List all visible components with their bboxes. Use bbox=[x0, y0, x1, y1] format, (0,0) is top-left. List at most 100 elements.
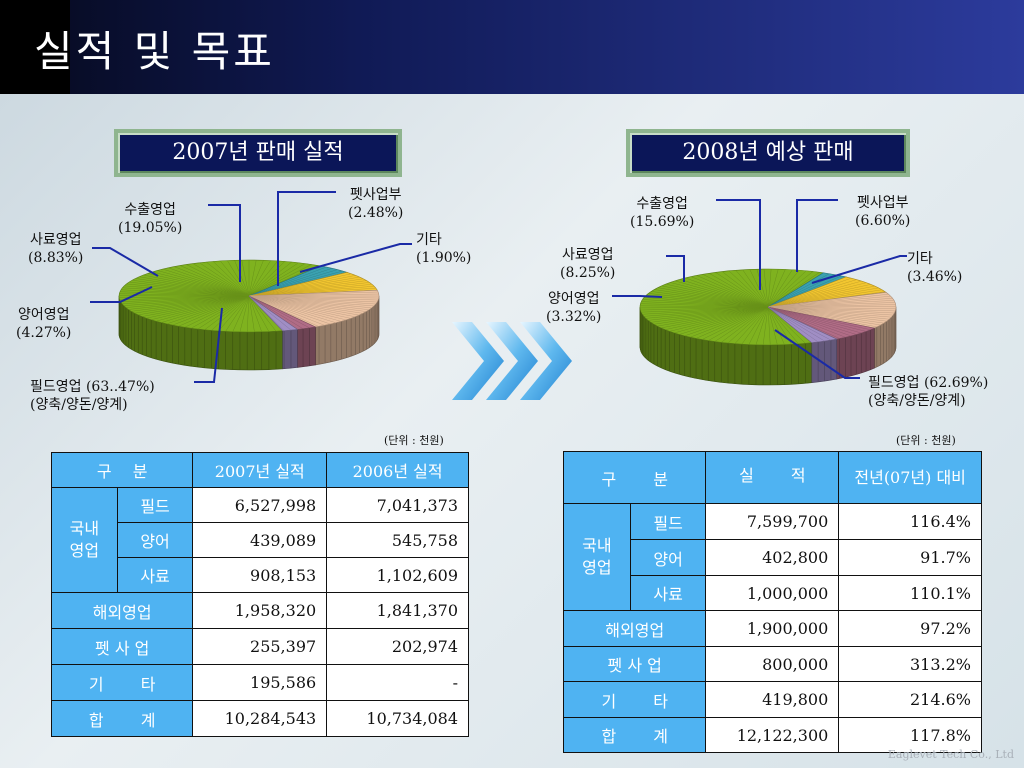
leader-2008-etc bbox=[811, 255, 907, 284]
row-label: 합 계 bbox=[562, 717, 707, 753]
pie-top-rib bbox=[184, 295, 250, 328]
label-2007-pet: 펫사업부 (2.48%) bbox=[348, 187, 404, 221]
cell-value: 7,599,700 bbox=[705, 503, 840, 540]
pie-top-rib bbox=[162, 268, 250, 297]
pie-top-rib bbox=[767, 306, 871, 331]
pie-top-rib bbox=[225, 295, 250, 332]
pie-top-rib bbox=[248, 295, 351, 319]
leader-2007-field bbox=[194, 307, 223, 383]
cell-value: 110.1% bbox=[838, 575, 982, 611]
cell-value: - bbox=[326, 664, 469, 701]
pie-top-rib bbox=[248, 295, 379, 299]
table-2007-unit: (단위 : 천원) bbox=[384, 434, 444, 447]
pie-side-5 bbox=[282, 329, 298, 370]
pie-top-rib bbox=[142, 295, 250, 317]
pie-top-rib bbox=[248, 295, 356, 318]
pie-top-rib bbox=[248, 264, 312, 297]
table-header: 구 분 bbox=[50, 452, 194, 488]
pie-top-rib bbox=[767, 285, 875, 308]
pie-top-rib bbox=[679, 306, 769, 335]
pie-top-rib bbox=[642, 306, 769, 315]
pie-top-rib bbox=[248, 282, 370, 297]
pie-top-rib bbox=[679, 279, 769, 308]
pie-top-rib bbox=[132, 279, 250, 297]
pie-top-rib bbox=[767, 304, 896, 308]
table-header: 구 분 bbox=[562, 451, 707, 504]
pie-top-rib bbox=[138, 295, 250, 316]
pie-top-rib bbox=[248, 295, 378, 303]
cell-value: 419,800 bbox=[705, 681, 840, 718]
pie-chart-2008 bbox=[639, 268, 897, 386]
pie-top-rib bbox=[168, 267, 250, 297]
label-2008-feed: 사료영업 (8.25%) bbox=[560, 247, 616, 281]
cell-value: 313.2% bbox=[838, 646, 982, 682]
pie-top-rib bbox=[767, 284, 871, 308]
table-row: 사료 908,153 1,102,609 bbox=[52, 557, 469, 593]
pie-top-rib bbox=[248, 268, 333, 297]
pie-top-rib bbox=[248, 295, 325, 326]
chart-2007-title: 2007년 판매 실적 bbox=[114, 129, 402, 177]
pie-top-rib bbox=[767, 295, 891, 308]
leader-2007-etc bbox=[299, 243, 412, 273]
pie-top-rib bbox=[767, 268, 772, 308]
row-label: 양어 bbox=[116, 522, 194, 558]
pie-top-rib bbox=[714, 306, 769, 342]
pie-top-rib bbox=[735, 270, 769, 308]
pie-top-rib bbox=[248, 269, 338, 297]
label-2008-etc: 기타 (3.46%) bbox=[907, 251, 963, 285]
cell-value: 908,153 bbox=[192, 557, 328, 593]
cell-value: 7,041,373 bbox=[326, 487, 469, 523]
cell-value: 6,527,998 bbox=[192, 487, 328, 523]
pie-top-rib bbox=[156, 295, 250, 322]
pie-top-rib bbox=[122, 295, 250, 304]
pie-top-rib bbox=[767, 300, 895, 308]
pie-top-rib bbox=[248, 295, 360, 316]
cell-value: 402,800 bbox=[705, 539, 840, 576]
pie-top-rib bbox=[650, 306, 769, 323]
pie-top-rib bbox=[248, 295, 270, 332]
pie-top-rib bbox=[767, 272, 820, 308]
pie-top-rib bbox=[248, 260, 264, 297]
pie-top-rib bbox=[767, 280, 862, 308]
table-header: 2006년 실적 bbox=[326, 452, 469, 488]
pie-top-rib bbox=[248, 284, 372, 297]
cell-value: 214.6% bbox=[838, 681, 982, 718]
title-bar: 실적 및 목표 bbox=[0, 0, 1024, 94]
table-header: 전년(07년) 대비 bbox=[838, 451, 982, 504]
row-label: 합 계 bbox=[50, 700, 194, 737]
row-label: 사료 bbox=[116, 557, 194, 593]
pie-top-rib bbox=[755, 306, 769, 345]
pie-top-rib bbox=[657, 306, 769, 327]
cell-value: 1,841,370 bbox=[326, 592, 469, 629]
row-label: 펫 사 업 bbox=[562, 646, 707, 682]
pie-top-rib bbox=[767, 306, 771, 346]
label-2007-export: 수출영업 (19.05%) bbox=[118, 202, 183, 236]
pie-top-rib bbox=[248, 262, 299, 297]
pie-top-rib bbox=[767, 306, 852, 337]
cell-value: 439,089 bbox=[192, 522, 328, 558]
cell-value: 1,102,609 bbox=[326, 557, 469, 593]
pie-top-rib bbox=[767, 306, 896, 312]
label-2008-export: 수출영업 (15.69%) bbox=[630, 196, 695, 230]
pie-top-rib bbox=[248, 266, 327, 297]
label-2007-fish: 양어영업 (4.27%) bbox=[16, 307, 72, 341]
pie-top-rib bbox=[767, 289, 883, 308]
pie-top-rib bbox=[248, 295, 363, 314]
pie-top-rib bbox=[674, 306, 769, 334]
pie-top-rib bbox=[685, 277, 769, 308]
pie-top-rib bbox=[767, 306, 785, 345]
pie-top-rib bbox=[696, 275, 769, 308]
pie-top-rib bbox=[640, 305, 769, 308]
cell-value: 255,397 bbox=[192, 628, 328, 665]
pie-top-rib bbox=[128, 295, 250, 310]
label-2007-field: 필드영업 (63..47%) (양축/양돈/양계) bbox=[30, 379, 155, 413]
cell-value: 1,958,320 bbox=[192, 592, 328, 629]
pie-top-rib bbox=[119, 293, 250, 297]
pie-top-rib bbox=[248, 280, 367, 297]
pie-top-rib bbox=[248, 273, 352, 297]
pie-top-rib bbox=[708, 273, 769, 308]
pie-top-rib bbox=[674, 280, 769, 308]
pie-top-rib bbox=[702, 274, 769, 308]
pie-top-rib bbox=[767, 306, 884, 324]
